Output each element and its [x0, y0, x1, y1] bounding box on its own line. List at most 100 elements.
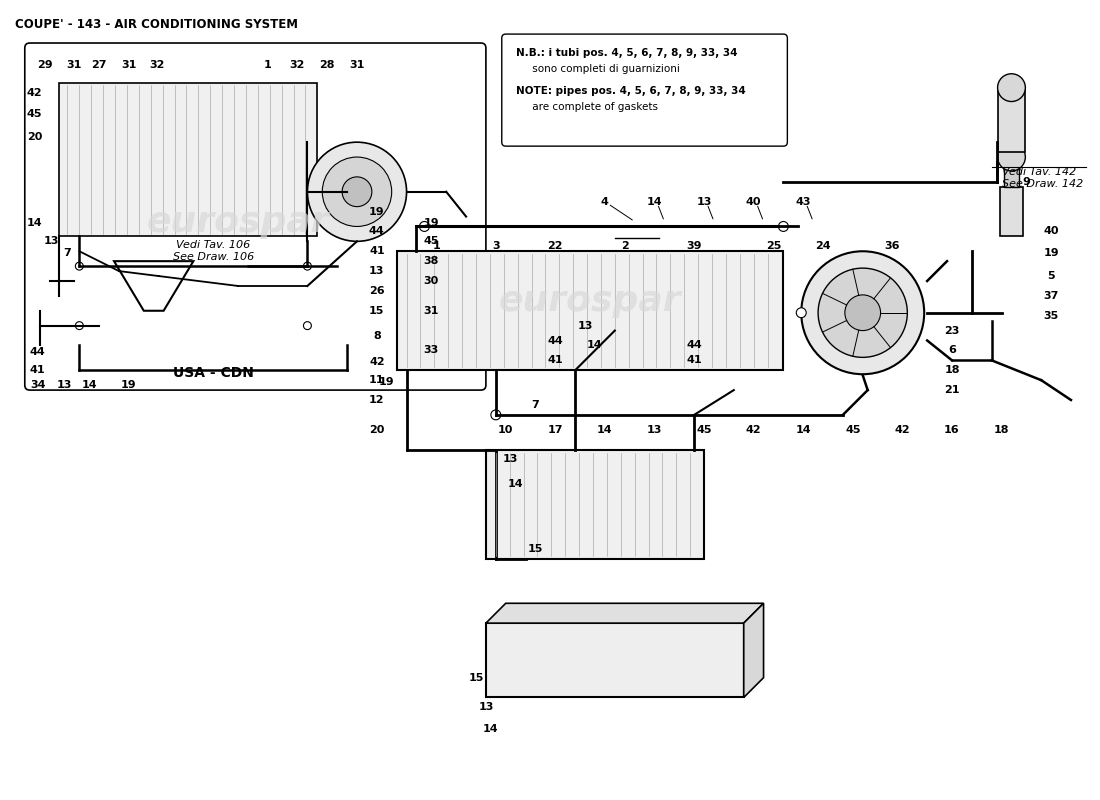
Circle shape	[304, 322, 311, 330]
Text: 9: 9	[1022, 177, 1031, 187]
Text: 13: 13	[478, 702, 494, 713]
Text: 13: 13	[647, 425, 662, 434]
Text: eurospar: eurospar	[146, 205, 329, 238]
Text: 1: 1	[432, 242, 440, 251]
Text: 32: 32	[289, 60, 305, 70]
Text: 15: 15	[528, 544, 543, 554]
Text: 5: 5	[1047, 271, 1055, 281]
Text: 15: 15	[370, 306, 385, 316]
Text: are complete of gaskets: are complete of gaskets	[516, 102, 658, 111]
FancyBboxPatch shape	[25, 43, 486, 390]
Text: 25: 25	[766, 242, 781, 251]
Text: 13: 13	[696, 197, 712, 206]
Text: 1: 1	[264, 60, 272, 70]
Polygon shape	[486, 603, 763, 623]
Text: 45: 45	[28, 110, 43, 119]
Text: 38: 38	[424, 256, 439, 266]
Circle shape	[818, 268, 907, 358]
Text: 20: 20	[370, 425, 385, 434]
Circle shape	[801, 251, 924, 374]
Text: 6: 6	[948, 346, 956, 355]
Text: 13: 13	[57, 380, 73, 390]
Bar	[1000, 186, 1023, 236]
Text: 19: 19	[378, 377, 395, 387]
Text: 42: 42	[26, 87, 43, 98]
Text: 41: 41	[30, 366, 45, 375]
Text: COUPE' - 143 - AIR CONDITIONING SYSTEM: COUPE' - 143 - AIR CONDITIONING SYSTEM	[15, 18, 298, 31]
Text: 7: 7	[531, 400, 539, 410]
Circle shape	[76, 262, 84, 270]
Text: 30: 30	[424, 276, 439, 286]
FancyBboxPatch shape	[502, 34, 788, 146]
Polygon shape	[114, 261, 194, 310]
Text: 19: 19	[368, 206, 385, 217]
Text: 45: 45	[424, 236, 439, 246]
Text: 26: 26	[368, 286, 385, 296]
Circle shape	[779, 222, 789, 231]
Text: 18: 18	[993, 425, 1010, 434]
Bar	[59, 82, 317, 236]
Polygon shape	[744, 603, 763, 698]
Text: 44: 44	[548, 335, 563, 346]
Text: 14: 14	[647, 197, 662, 206]
Text: 33: 33	[424, 346, 439, 355]
Circle shape	[845, 295, 881, 330]
Text: 13: 13	[578, 321, 593, 330]
Text: N.B.: i tubi pos. 4, 5, 6, 7, 8, 9, 33, 34: N.B.: i tubi pos. 4, 5, 6, 7, 8, 9, 33, …	[516, 48, 737, 58]
Bar	[486, 623, 744, 698]
Text: 24: 24	[815, 242, 830, 251]
Text: 43: 43	[795, 197, 811, 206]
Text: 35: 35	[1044, 310, 1059, 321]
Text: 13: 13	[370, 266, 385, 276]
Text: 16: 16	[944, 425, 960, 434]
Text: 34: 34	[30, 380, 45, 390]
Text: 20: 20	[28, 132, 43, 142]
Text: 40: 40	[746, 197, 761, 206]
Text: 28: 28	[319, 60, 336, 70]
Text: 13: 13	[44, 236, 59, 246]
Text: 41: 41	[368, 246, 385, 256]
Text: 14: 14	[597, 425, 613, 434]
Text: 7: 7	[64, 248, 72, 258]
Text: 27: 27	[91, 60, 107, 70]
Bar	[998, 88, 1025, 152]
Text: 23: 23	[944, 326, 959, 335]
Text: 42: 42	[746, 425, 761, 434]
Text: 21: 21	[944, 385, 959, 395]
Circle shape	[419, 222, 429, 231]
Circle shape	[796, 308, 806, 318]
Text: 45: 45	[696, 425, 712, 434]
Text: 41: 41	[686, 355, 702, 366]
Text: 31: 31	[121, 60, 136, 70]
Circle shape	[342, 177, 372, 206]
Text: 14: 14	[795, 425, 811, 434]
Circle shape	[491, 410, 501, 420]
Text: 17: 17	[548, 425, 563, 434]
Text: 36: 36	[884, 242, 900, 251]
Text: 4: 4	[601, 197, 608, 206]
Circle shape	[304, 262, 311, 270]
Text: Vedi Tav. 106
See Draw. 106: Vedi Tav. 106 See Draw. 106	[173, 241, 254, 262]
Text: 13: 13	[503, 454, 518, 465]
Circle shape	[322, 157, 392, 226]
Bar	[486, 450, 704, 558]
Bar	[397, 251, 783, 370]
Text: 19: 19	[1043, 248, 1059, 258]
Text: 31: 31	[424, 306, 439, 316]
Text: 12: 12	[370, 395, 385, 405]
Text: 44: 44	[30, 347, 45, 358]
Text: 14: 14	[26, 218, 43, 229]
Text: 11: 11	[370, 375, 385, 385]
Text: 10: 10	[498, 425, 514, 434]
Circle shape	[998, 143, 1025, 171]
Text: sono completi di guarnizioni: sono completi di guarnizioni	[516, 64, 680, 74]
Bar	[1003, 162, 1020, 186]
Text: 39: 39	[686, 242, 702, 251]
Text: 44: 44	[368, 226, 385, 237]
Text: 45: 45	[845, 425, 860, 434]
Text: 40: 40	[1044, 226, 1059, 237]
Text: 44: 44	[686, 341, 702, 350]
Circle shape	[76, 322, 84, 330]
Text: 8: 8	[373, 330, 381, 341]
Text: 32: 32	[148, 60, 164, 70]
